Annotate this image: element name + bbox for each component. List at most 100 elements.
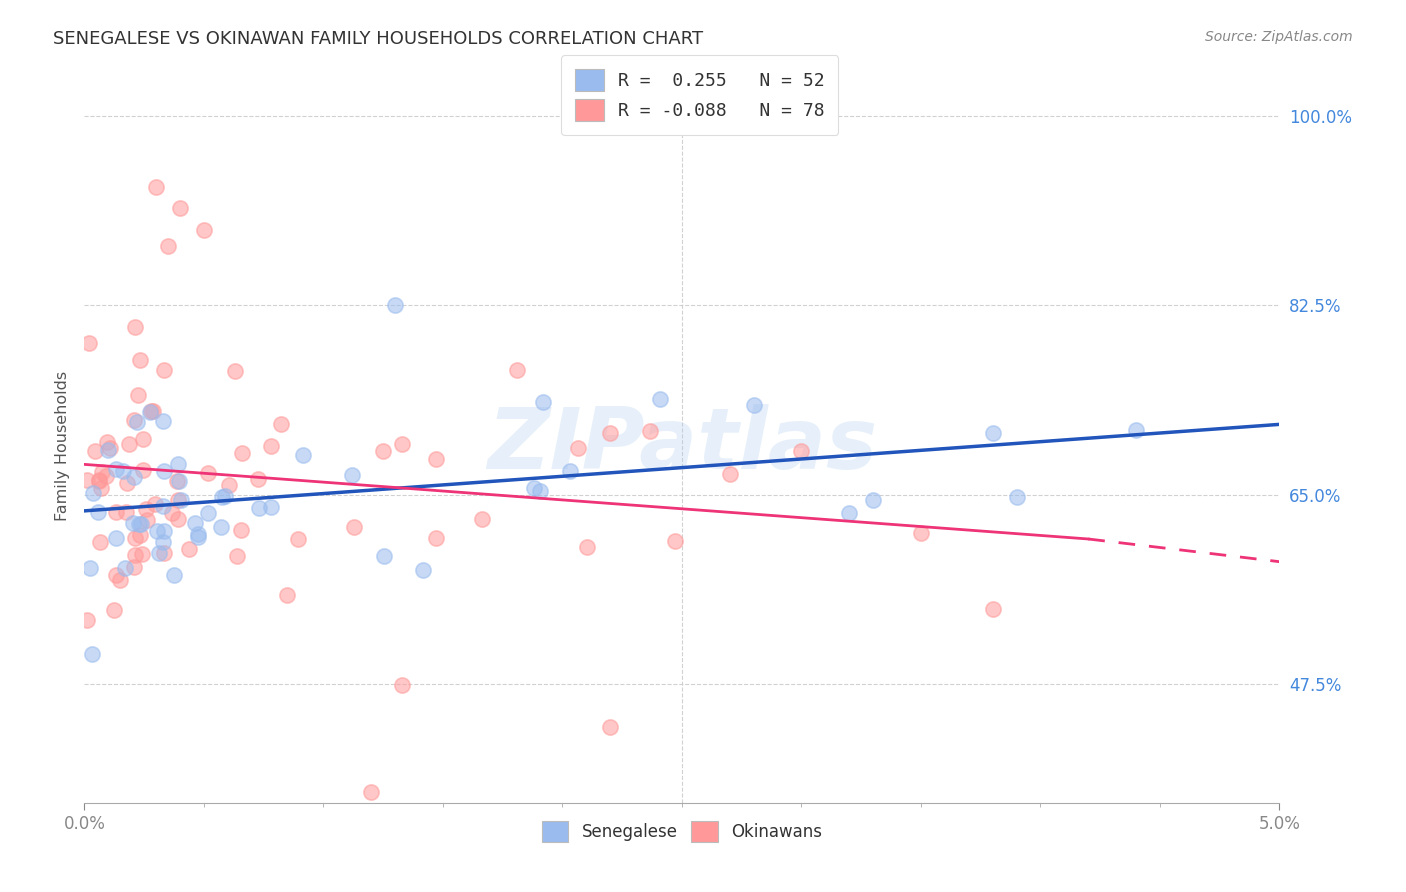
Point [148,546,170,560]
Point [157,239,180,253]
Point [127,388,149,402]
Point [122,516,145,530]
Point [94,469,117,483]
Point [82,486,104,500]
Point [170,493,193,508]
Point [105,531,128,545]
Point [129,528,152,542]
Point [209,520,232,534]
Point [1125,423,1147,437]
Point [558,464,581,478]
Point [166,475,188,489]
Point [104,567,127,582]
Point [384,298,406,312]
Point [166,493,188,508]
Point [211,490,233,504]
Point [391,437,413,451]
Point [229,524,252,538]
Point [425,452,447,467]
Point [648,392,671,407]
Point [373,549,395,563]
Point [718,467,741,481]
Point [412,563,434,577]
Point [599,425,621,440]
Point [391,678,413,692]
Point [136,513,159,527]
Point [276,588,298,602]
Point [160,506,183,520]
Text: ZIPatlas: ZIPatlas [486,404,877,488]
Y-axis label: Family Households: Family Households [55,371,70,521]
Point [128,516,150,531]
Point [103,603,125,617]
Point [247,500,270,515]
Point [87,474,110,488]
Point [76,474,98,488]
Point [152,363,174,377]
Point [98,442,121,456]
Point [125,415,148,429]
Point [576,540,599,554]
Point [166,512,188,526]
Point [373,444,395,458]
Point [224,364,246,378]
Point [77,335,100,350]
Point [790,443,813,458]
Point [166,458,188,472]
Point [132,432,155,446]
Point [184,516,207,531]
Point [86,505,108,519]
Point [838,506,860,520]
Point [529,483,551,498]
Point [292,449,315,463]
Point [343,520,366,534]
Point [197,506,219,520]
Point [226,549,249,563]
Point [523,481,546,495]
Point [197,467,219,481]
Point [153,464,176,478]
Point [152,546,174,560]
Point [340,468,363,483]
Point [139,404,162,418]
Point [214,489,236,503]
Point [193,223,215,237]
Point [152,499,174,513]
Point [124,548,146,562]
Point [471,512,494,526]
Point [117,476,139,491]
Point [96,434,118,449]
Point [131,547,153,561]
Point [638,424,661,438]
Point [124,412,146,426]
Point [246,472,269,486]
Point [187,526,209,541]
Point [231,446,253,460]
Point [108,573,131,587]
Point [187,530,209,544]
Point [89,534,111,549]
Point [124,319,146,334]
Point [179,541,201,556]
Point [152,414,174,428]
Point [259,439,281,453]
Point [104,462,127,476]
Point [1005,490,1028,504]
Point [114,505,136,519]
Point [76,613,98,627]
Point [118,437,141,451]
Point [83,443,105,458]
Point [862,493,884,508]
Point [79,561,101,575]
Point [599,720,621,734]
Point [218,478,240,492]
Point [142,404,165,418]
Point [425,531,447,545]
Point [270,417,292,432]
Point [129,352,152,367]
Point [287,532,309,546]
Point [105,505,128,519]
Point [114,561,136,575]
Point [152,535,174,549]
Point [132,463,155,477]
